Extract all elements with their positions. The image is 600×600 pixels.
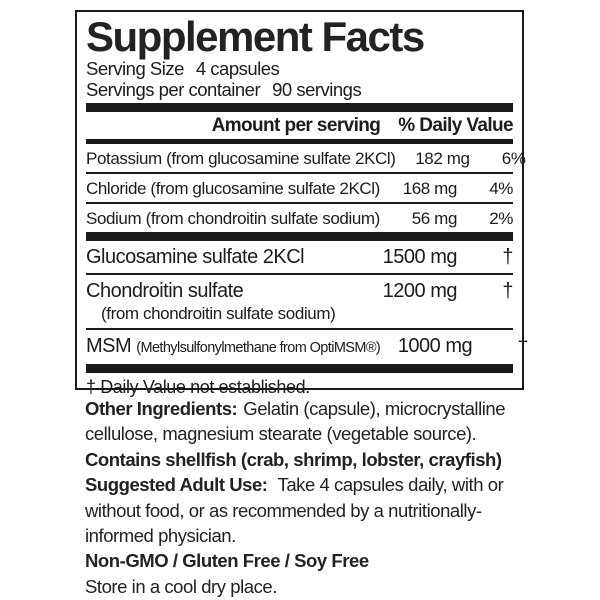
other-ingredients-label: Other Ingredients: [85, 398, 238, 419]
row-separator [86, 172, 513, 174]
nutrient-daily-value: † [502, 246, 513, 268]
nutrient-amount: 56 mg [411, 209, 458, 228]
suggested-use-line-2: without food, or as recommended by a nut… [85, 499, 482, 521]
nutrient-source-note: (Methylsulfonylmethane from OptiMSM®) [136, 340, 381, 356]
nutrient-daily-value: † [502, 280, 513, 302]
row-separator [86, 273, 513, 275]
nutrient-daily-value: 4% [489, 179, 513, 198]
nutrient-row-chondroitin: Chondroitin sulfate (from chondroitin su… [86, 275, 514, 328]
daily-value-footnote: † Daily Value not established. [86, 377, 310, 397]
nutrient-amount: 1200 mg [382, 280, 458, 302]
column-header-daily-value: % Daily Value [398, 115, 513, 136]
column-headers: Amount per serving % Daily Value [86, 112, 514, 139]
panel-title: Supplement Facts [86, 13, 425, 60]
nutrient-daily-value: † [517, 335, 529, 357]
servings-value: 90 servings [272, 79, 362, 100]
thick-separator-bottom [86, 364, 513, 373]
suggested-use-label: Suggested Adult Use: [85, 474, 268, 496]
nutrient-amount: 168 mg [402, 179, 458, 198]
claims-statement: Non-GMO / Gluten Free / Soy Free [85, 550, 369, 572]
thick-separator-top [86, 103, 513, 112]
nutrient-daily-value: 6% [501, 149, 526, 168]
nutrient-amount: 182 mg [415, 149, 470, 168]
nutrient-name: Chondroitin sulfate (from chondroitin su… [86, 280, 365, 323]
nutrient-name: Chloride (from glucosamine sulfate 2KCl) [86, 179, 380, 198]
row-separator [86, 202, 513, 204]
suggested-use-line-3: informed physician. [85, 525, 236, 547]
row-separator [86, 328, 513, 330]
serving-size-label: Serving Size [86, 58, 184, 79]
nutrient-name: Potassium (from glucosamine sulfate 2KCl… [86, 149, 396, 168]
nutrient-amount: 1500 mg [382, 246, 458, 268]
suggested-use-line-1: Suggested Adult Use: Take 4 capsules dail… [85, 474, 504, 496]
nutrient-name: Glucosamine sulfate 2KCl [86, 246, 305, 268]
medium-separator [86, 139, 513, 144]
nutrient-row-chloride: Chloride (from glucosamine sulfate 2KCl)… [86, 174, 513, 202]
nutrient-source-note: (from chondroitin sulfate sodium) [101, 304, 336, 323]
servings-label: Servings per container [86, 79, 261, 100]
nutrient-row-sodium: Sodium (from chondroitin sulfate sodium)… [86, 204, 513, 232]
nutrient-name: MSM (Methylsulfonylmethane from OptiMSM®… [86, 335, 381, 357]
nutrient-row-glucosamine: Glucosamine sulfate 2KCl 1500 mg † [86, 241, 514, 273]
thick-separator-middle [86, 232, 513, 241]
other-ingredients-line-1: Other Ingredients: Gelatin (capsule), mic… [85, 398, 506, 419]
nutrient-amount: 1000 mg [397, 335, 473, 357]
supplement-facts-panel: Supplement Facts Serving Size 4 capsules … [75, 10, 529, 397]
column-header-amount: Amount per serving [211, 115, 381, 136]
nutrient-row-potassium: Potassium (from glucosamine sulfate 2KCl… [86, 144, 526, 172]
nutrient-daily-value: 2% [489, 209, 513, 228]
other-ingredients-line-2: cellulose, magnesium stearate (vegetable… [85, 423, 477, 445]
serving-size-line: Serving Size 4 capsules [86, 58, 513, 79]
storage-instructions: Store in a cool dry place. [85, 575, 277, 597]
nutrient-name: Sodium (from chondroitin sulfate sodium) [86, 209, 380, 228]
servings-per-container-line: Servings per container 90 servings [86, 79, 513, 100]
nutrient-row-msm: MSM (Methylsulfonylmethane from OptiMSM®… [86, 330, 529, 364]
serving-size-value: 4 capsules [195, 58, 280, 79]
contains-allergen-statement: Contains shellfish (crab, shrimp, lobste… [85, 448, 502, 470]
label-notes-section: Other Ingredients: Gelatin (capsule), mic… [85, 396, 555, 599]
